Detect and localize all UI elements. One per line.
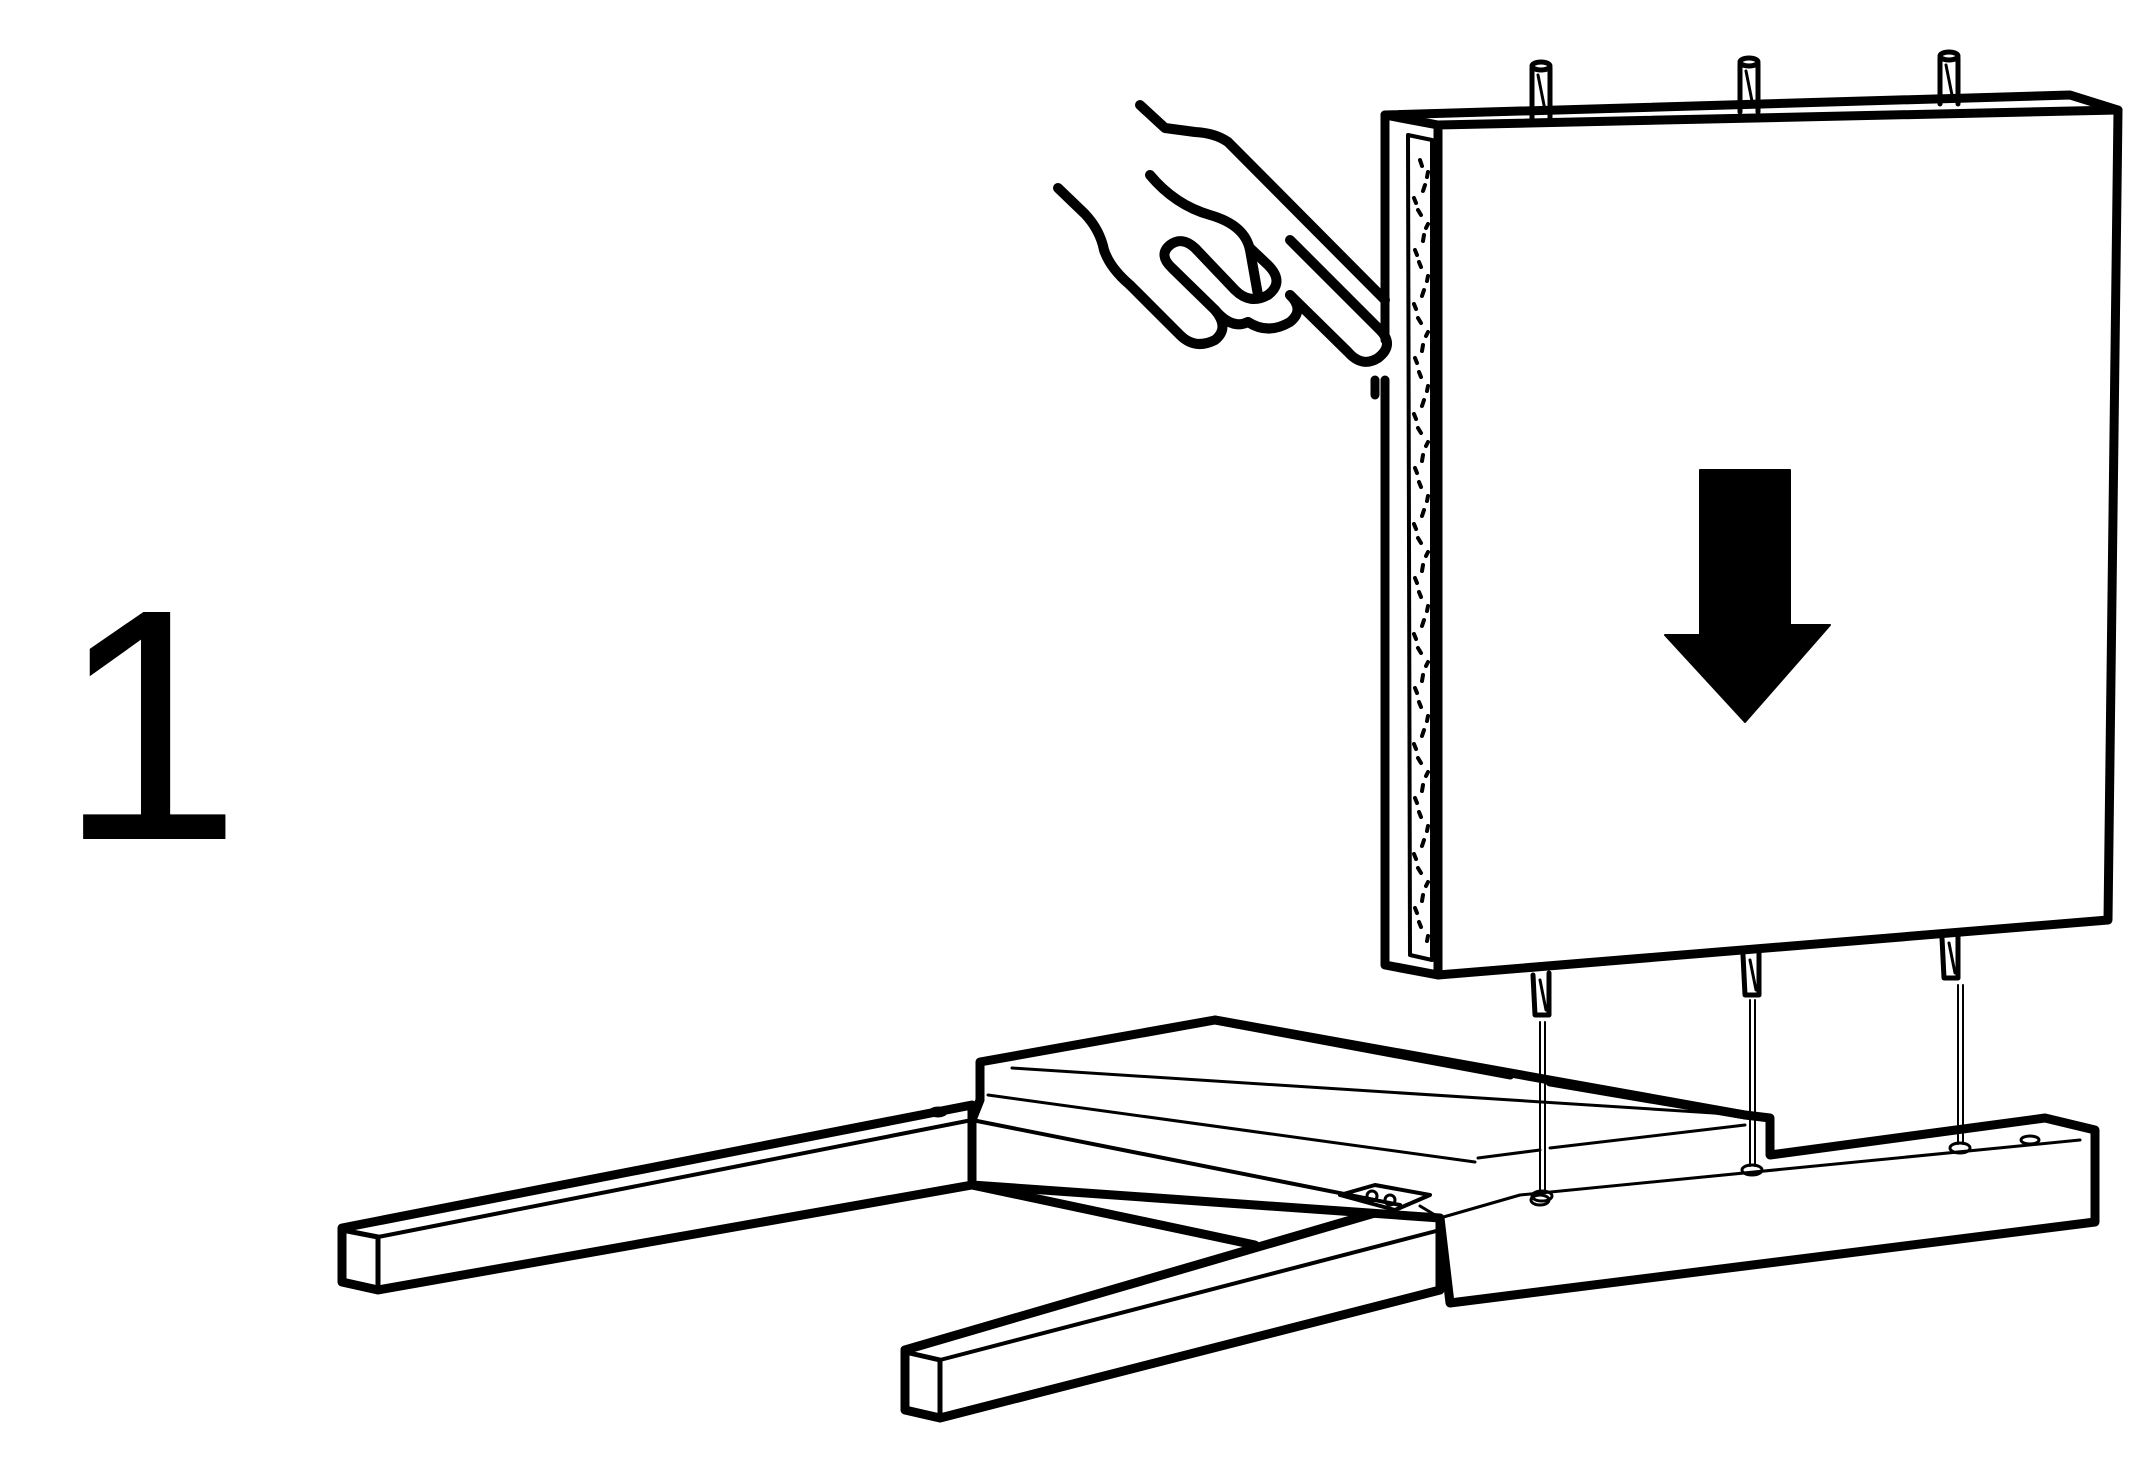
backrest-panel bbox=[1380, 49, 2123, 1018]
bottom-dowels bbox=[1530, 933, 1961, 1018]
arrow-down-icon bbox=[1664, 469, 1831, 723]
base-frame bbox=[337, 1015, 2100, 1423]
foam-texture bbox=[1412, 158, 1430, 943]
top-dowels bbox=[1529, 49, 1961, 121]
seat-plate bbox=[928, 1015, 2100, 1308]
dowel-guides bbox=[1539, 984, 1964, 1193]
front-rail bbox=[900, 1205, 1445, 1423]
left-rail bbox=[337, 1100, 977, 1295]
step-number: 1 bbox=[58, 540, 242, 909]
hand-holding-icon bbox=[1053, 100, 1392, 400]
